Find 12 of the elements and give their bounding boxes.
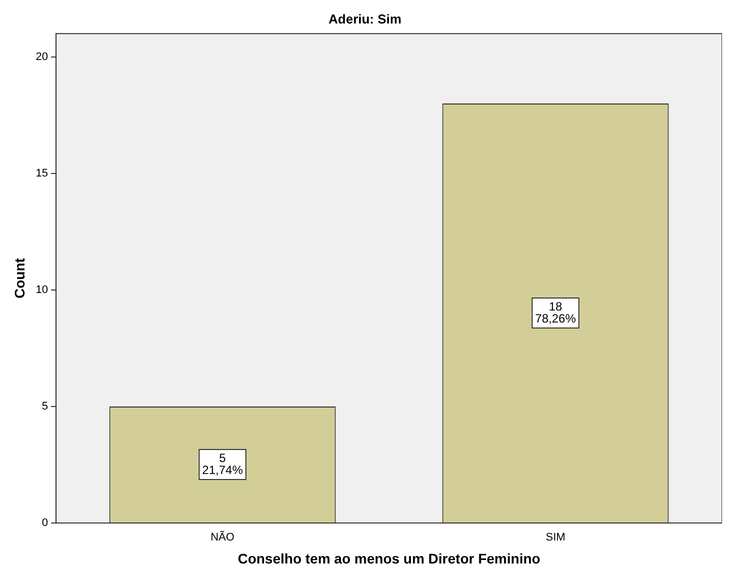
- y-tick-label: 15: [36, 167, 48, 180]
- y-axis-title: Count: [11, 258, 28, 299]
- y-tick-label: 10: [36, 284, 48, 296]
- x-tick-label: SIM: [546, 532, 566, 544]
- data-label: 5 21,74%: [202, 450, 244, 477]
- y-tick-label: 5: [42, 400, 48, 413]
- x-axis-title: Conselho tem ao menos um Diretor Feminino: [238, 550, 540, 566]
- data-label: 18 78,26%: [535, 299, 576, 326]
- chart-title: Aderiu: Sim: [328, 11, 402, 26]
- y-tick-label: 20: [36, 50, 48, 63]
- x-tick-label: NÃO: [210, 530, 235, 544]
- y-tick-label: 0: [42, 517, 48, 530]
